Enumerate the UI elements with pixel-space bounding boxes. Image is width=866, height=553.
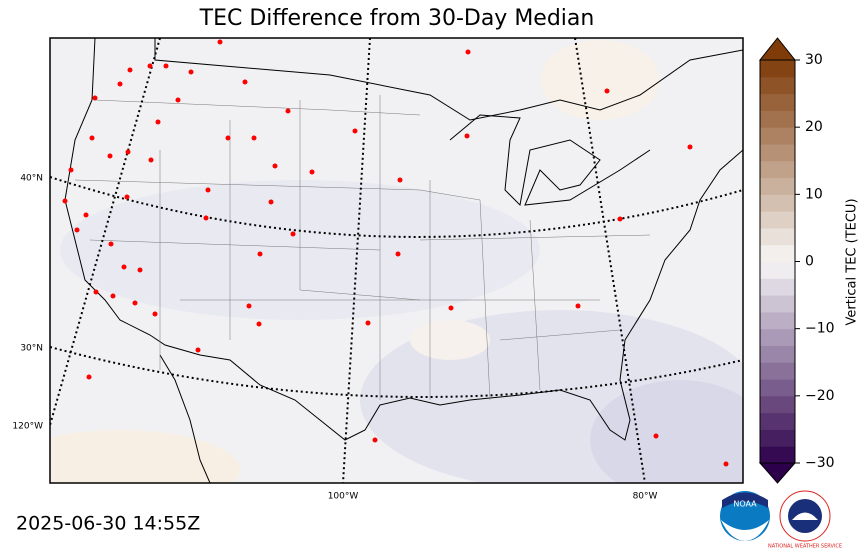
colorbar-band xyxy=(760,194,795,212)
colorbar-tick-label: −20 xyxy=(805,388,835,404)
colorbar-band xyxy=(760,379,795,397)
colorbar-band xyxy=(760,76,795,95)
colorbar-band xyxy=(760,362,795,380)
colorbar-band xyxy=(760,244,795,262)
lon-label: 80°W xyxy=(633,492,658,502)
colorbar-tick-label: 30 xyxy=(805,52,823,68)
map xyxy=(50,38,743,483)
colorbar-band xyxy=(760,127,795,145)
colorbar-tick-label: 10 xyxy=(805,186,823,202)
nws-text: NATIONAL WEATHER SERVICE xyxy=(768,544,842,550)
colorbar-tick-label: −30 xyxy=(805,455,835,471)
colorbar: −30 −20 −10 0 10 20 30 xyxy=(758,37,835,484)
colorbar-band xyxy=(760,211,795,229)
lon-label: 100°W xyxy=(328,492,359,502)
colorbar-band xyxy=(760,110,795,128)
colorbar-band xyxy=(760,345,795,363)
colorbar-band xyxy=(760,328,795,346)
colorbar-band xyxy=(760,261,795,279)
colorbar-band xyxy=(760,160,795,179)
timestamp: 2025-06-30 14:55Z xyxy=(16,513,200,535)
colorbar-tick-label: 20 xyxy=(805,119,823,135)
lon-label: 120°W xyxy=(12,422,43,432)
colorbar-tick-label: 0 xyxy=(805,254,814,270)
colorbar-band xyxy=(760,227,795,246)
colorbar-band xyxy=(760,143,795,162)
colorbar-band xyxy=(760,60,795,78)
colorbar-band xyxy=(760,429,795,447)
lat-label: 30°N xyxy=(20,344,43,354)
colorbar-band xyxy=(760,295,795,313)
noaa-text: NOAA xyxy=(733,500,757,509)
colorbar-extend xyxy=(758,462,797,484)
stations xyxy=(62,39,729,467)
colorbar-tick-label: −10 xyxy=(805,321,835,337)
colorbar-band xyxy=(760,395,795,414)
title: TEC Difference from 30-Day Median xyxy=(199,6,595,31)
colorbar-band xyxy=(760,278,795,296)
colorbar-band xyxy=(760,93,795,111)
colorbar-band xyxy=(760,412,795,430)
colorbar-band xyxy=(760,311,795,330)
colorbar-extend xyxy=(758,37,797,61)
noaa-logo: NOAA xyxy=(720,491,770,541)
colorbar-label: Vertical TEC (TECU) xyxy=(845,198,860,325)
colorbar-band xyxy=(760,177,795,195)
colorbar-band xyxy=(760,446,795,464)
lat-label: 40°N xyxy=(20,174,43,184)
nws-logo: NATIONAL WEATHER SERVICE xyxy=(768,490,842,550)
